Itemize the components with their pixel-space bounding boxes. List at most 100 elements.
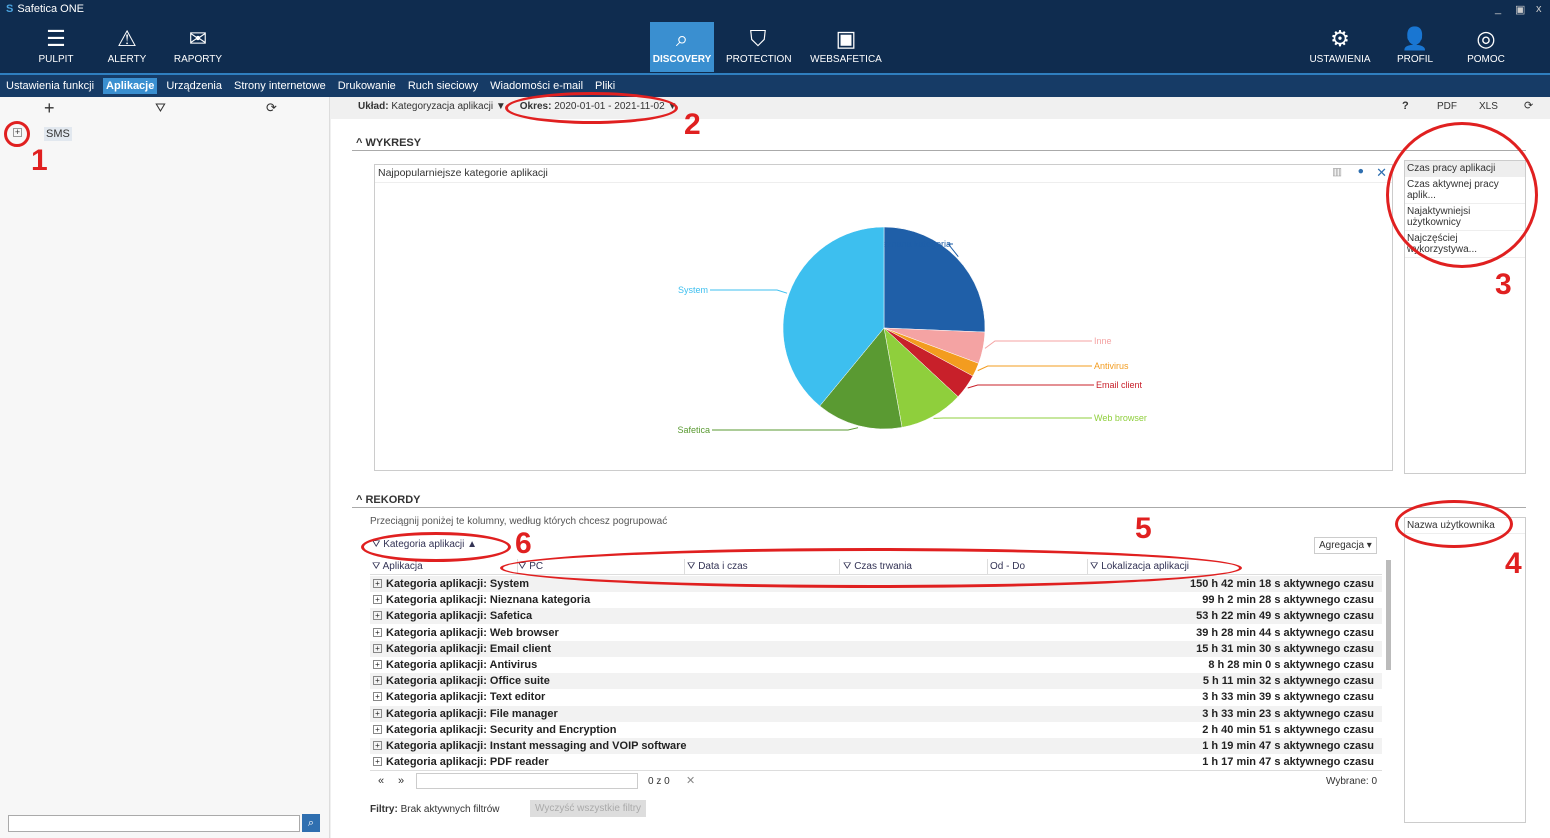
nav-pulpit[interactable]: ☰ PULPIT — [24, 22, 88, 72]
refresh-icon[interactable]: ⟳ — [266, 100, 277, 115]
chart-header: Najpopularniejsze kategorie aplikacji ▥ … — [375, 165, 1392, 183]
close-button[interactable]: x — [1536, 3, 1542, 15]
pie-slice[interactable] — [883, 226, 986, 333]
page-input[interactable] — [416, 773, 638, 789]
search-input[interactable] — [8, 815, 300, 832]
minimize-button[interactable]: _ — [1495, 3, 1502, 15]
nav-alerty[interactable]: ⚠ ALERTY — [95, 22, 159, 72]
nav-pomoc[interactable]: ◎ POMOC — [1454, 22, 1518, 72]
nav-websafetica[interactable]: ▣ WEBSAFETICA — [806, 22, 886, 72]
add-icon[interactable]: + — [44, 98, 55, 118]
pie-leader-line — [712, 427, 859, 431]
pie-leader-line — [977, 365, 1092, 372]
row-label: Kategoria aplikacji: System — [386, 578, 530, 590]
expand-icon[interactable]: + — [373, 579, 382, 588]
row-value: 39 h 28 min 44 s aktywnego czasu — [1196, 626, 1374, 639]
subtab[interactable]: Ustawienia funkcji — [6, 80, 95, 92]
layout-dropdown[interactable]: Układ: Kategoryzacja aplikacji ▼ — [358, 101, 506, 112]
subtab[interactable]: Pliki — [595, 80, 616, 92]
group-options-list: Nazwa użytkownika — [1404, 517, 1526, 823]
top-bar — [0, 0, 1550, 73]
nav-profil[interactable]: 👤 PROFIL — [1383, 22, 1447, 72]
subtab-bar — [0, 73, 1550, 97]
row-value: 53 h 22 min 49 s aktywnego czasu — [1196, 610, 1374, 623]
subtab[interactable]: Ruch sieciowy — [407, 80, 479, 92]
left-panel — [0, 97, 330, 838]
pie-slice[interactable] — [819, 327, 903, 430]
nav-ustawienia[interactable]: ⚙ USTAWIENIA — [1308, 22, 1372, 72]
pdf-button[interactable]: PDF — [1437, 101, 1457, 112]
expand-icon[interactable]: + — [373, 595, 382, 605]
subtab[interactable]: Wiadomości e-mail — [490, 80, 584, 92]
expand-icon[interactable]: + — [373, 708, 382, 718]
expand-icon[interactable]: + — [373, 676, 382, 686]
subtab[interactable]: Strony internetowe — [234, 80, 326, 92]
bar-chart-icon[interactable]: ▥ — [1332, 166, 1342, 178]
row-label: Kategoria aplikacji: PDF reader — [386, 756, 549, 769]
table-row[interactable]: + Kategoria aplikacji: Antivirus 8 h 28 mi… — [370, 657, 1382, 673]
pie-slice[interactable] — [782, 226, 885, 407]
annotation-circle — [1395, 500, 1513, 548]
group-hint: Przeciągnij poniżej te kolumny, według k… — [370, 516, 668, 527]
annotation-number: 3 — [1495, 268, 1512, 301]
chart-title: Najpopularniejsze kategorie aplikacji — [378, 167, 548, 179]
table-row[interactable]: + Kategoria aplikacji: Safetica 53 h 22 mi… — [370, 608, 1382, 625]
pie-label: Antivirus — [1094, 361, 1129, 371]
aggregation-label: Agregacja — [1319, 540, 1365, 551]
table-row[interactable]: + Kategoria aplikacji: Nieznana kategoria… — [370, 592, 1382, 609]
row-value: 99 h 2 min 28 s aktywnego czasu — [1202, 594, 1374, 607]
subtab-active[interactable]: Aplikacje — [103, 78, 158, 94]
pie-label: Web browser — [1094, 413, 1147, 423]
filter-icon[interactable]: ⛛ — [155, 100, 166, 115]
annotation-circle — [361, 532, 511, 562]
expand-icon[interactable]: + — [373, 660, 382, 669]
annotation-number: 1 — [31, 144, 48, 177]
table-row[interactable]: + Kategoria aplikacji: Instant messaging … — [370, 738, 1382, 754]
records-section-header[interactable]: ^ REKORDY — [356, 494, 421, 506]
subtab[interactable]: Drukowanie — [337, 80, 396, 92]
next-page-button[interactable]: » — [398, 775, 405, 787]
row-label: Kategoria aplikacji: Instant messaging a… — [386, 740, 687, 752]
charts-section-header[interactable]: ^ WYKRESY — [356, 137, 422, 149]
expand-icon[interactable]: + — [373, 741, 382, 750]
gear-icon: ⚙ — [1330, 26, 1350, 51]
pie-label: Inne — [1094, 336, 1112, 346]
subtab-list: Ustawienia funkcji Aplikacje Urządzenia … — [3, 78, 618, 94]
expand-icon[interactable]: + — [373, 627, 382, 637]
annotation-number: 5 — [1135, 512, 1152, 545]
search-button[interactable]: ⌕ — [302, 814, 320, 832]
prev-page-button[interactable]: « — [378, 775, 385, 787]
xls-button[interactable]: XLS — [1479, 101, 1498, 112]
close-chart-icon[interactable]: ✕ — [1376, 165, 1387, 180]
divider — [352, 150, 1526, 151]
table-row[interactable]: + Kategoria aplikacji: Email client 15 h 3… — [370, 640, 1382, 657]
nav-raporty[interactable]: ✉ RAPORTY — [166, 22, 230, 72]
row-label: Kategoria aplikacji: Safetica — [386, 610, 533, 623]
nav-discovery[interactable]: ⌕ DISCOVERY — [650, 22, 714, 72]
clear-filters-button[interactable]: Wyczyść wszystkie filtry — [530, 800, 647, 817]
table-row[interactable]: + Kategoria aplikacji: Security and Encry… — [370, 721, 1382, 738]
expand-icon[interactable]: + — [373, 757, 382, 767]
tree-item-sms[interactable]: SMS — [44, 127, 72, 141]
aggregation-dropdown[interactable]: Agregacja ▾ — [1314, 537, 1377, 554]
table-row[interactable]: + Kategoria aplikacji: PDF reader 1 h 17 m… — [370, 754, 1382, 771]
table-row[interactable]: + Kategoria aplikacji: File manager 3 h 33… — [370, 705, 1382, 722]
table-row[interactable]: + Kategoria aplikacji: Text editor 3 h 33 … — [370, 689, 1382, 706]
subtab[interactable]: Urządzenia — [166, 80, 222, 92]
clear-icon[interactable]: ✕ — [686, 775, 696, 787]
scrollbar[interactable] — [1386, 560, 1391, 670]
annotation-circle — [4, 121, 30, 147]
nav-label: ALERTY — [107, 54, 147, 65]
expand-icon[interactable]: + — [373, 643, 382, 653]
help-button[interactable]: ? — [1402, 100, 1409, 112]
table-row[interactable]: + Kategoria aplikacji: Office suite 5 h 11… — [370, 673, 1382, 690]
pie-chart-icon[interactable]: ● — [1357, 165, 1364, 177]
table-row[interactable]: + Kategoria aplikacji: Web browser 39 h 28… — [370, 624, 1382, 641]
row-value: 15 h 31 min 30 s aktywnego czasu — [1196, 642, 1374, 655]
expand-icon[interactable]: + — [373, 724, 382, 734]
maximize-button[interactable]: ▣ — [1515, 4, 1526, 16]
refresh-icon[interactable]: ⟳ — [1524, 100, 1534, 112]
expand-icon[interactable]: + — [373, 692, 382, 702]
nav-protection[interactable]: ⛉ PROTECTION — [726, 22, 792, 72]
expand-icon[interactable]: + — [373, 611, 382, 621]
